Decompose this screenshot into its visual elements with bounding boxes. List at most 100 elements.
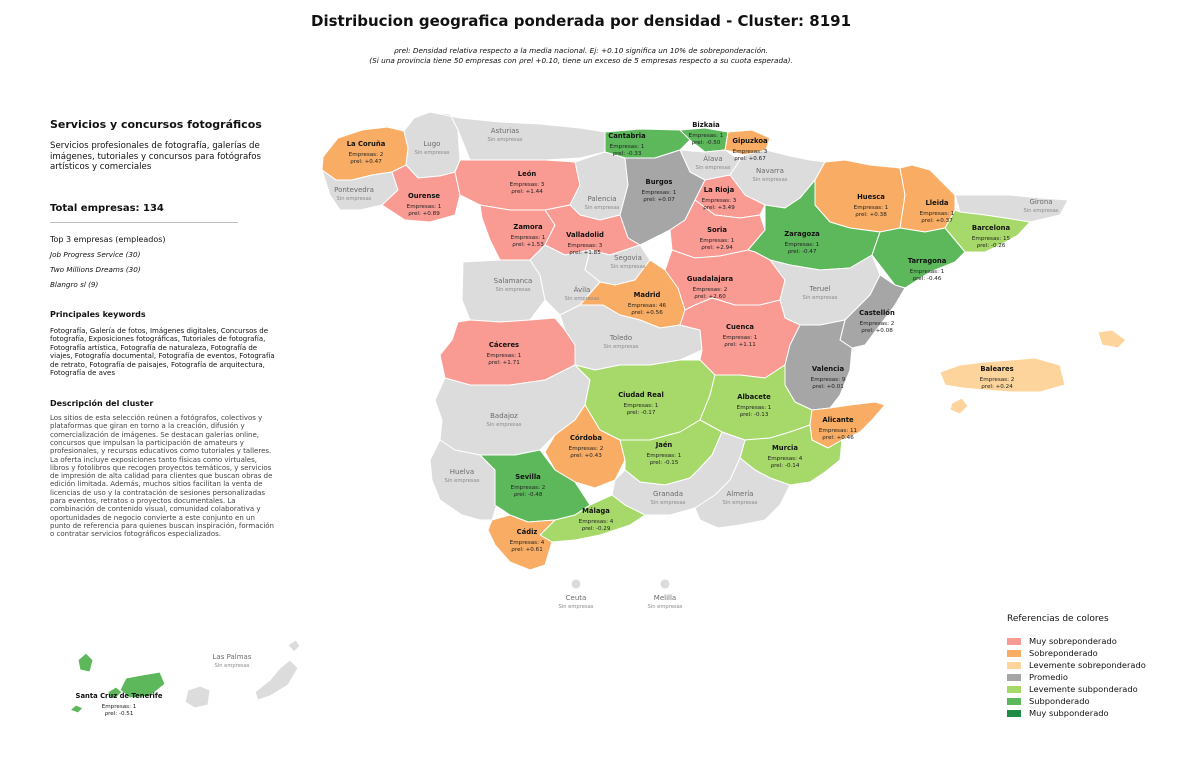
cantabria-count: Empresas: 1 [610, 144, 645, 150]
pontevedra-note: Sin empresas [336, 196, 371, 202]
granada-note: Sin empresas [650, 500, 685, 506]
legend-item: Sobreponderado [1007, 647, 1187, 659]
tarragona-count: Empresas: 1 [910, 269, 945, 275]
huesca-rho: ρrel: +0.38 [855, 212, 887, 218]
legend-item: Promedio [1007, 671, 1187, 683]
lleida-label: Lleida [925, 199, 948, 207]
jaen-label: Jaén [655, 441, 673, 449]
legend-swatch-sobre [1007, 649, 1021, 657]
legend-swatch-muy-sub [1007, 709, 1021, 717]
total-companies: Total empresas: 134 [50, 202, 164, 214]
tarragona-rho: ρrel: -0.46 [913, 276, 942, 282]
murcia-rho: ρrel: -0.14 [771, 463, 800, 469]
keywords-label: Principales keywords [50, 309, 146, 319]
valencia-label: Valencia [812, 365, 845, 373]
gipuzkoa-rho: ρrel: +0.67 [734, 156, 766, 162]
baleares-count: Empresas: 2 [980, 377, 1015, 383]
las-palmas-note: Sin empresas [214, 663, 249, 669]
ourense-rho: ρrel: +0.89 [408, 211, 440, 217]
segovia-label: Segovia [614, 254, 642, 262]
province-baleares [939, 357, 1066, 393]
keywords-text: Fotografía, Galería de fotos, Imágenes d… [50, 326, 275, 378]
soria-count: Empresas: 1 [700, 238, 735, 244]
teruel-note: Sin empresas [802, 295, 837, 301]
legend-item: Muy subponderado [1007, 707, 1187, 719]
top-company-2: Two Millions Dreams (30) [50, 264, 141, 274]
malaga-count: Empresas: 4 [579, 519, 614, 525]
province-melilla [660, 579, 670, 589]
cantabria-label: Cantabria [608, 132, 646, 140]
santa-cruz-de-tenerife-count: Empresas: 1 [102, 704, 137, 710]
top3-label: Top 3 empresas (empleados) [50, 234, 166, 244]
legend-item: Levemente subponderado [1007, 683, 1187, 695]
valladolid-rho: ρrel: +1.85 [569, 250, 601, 256]
guadalajara-rho: ρrel: +2.60 [694, 294, 726, 300]
ceuta-label: Ceuta [566, 594, 587, 602]
zamora-count: Empresas: 1 [511, 235, 546, 241]
province-regions [69, 111, 1127, 714]
cadiz-count: Empresas: 4 [510, 540, 545, 546]
alava-note: Sin empresas [695, 165, 730, 171]
legend-label: Promedio [1029, 672, 1068, 682]
madrid-count: Empresas: 46 [628, 303, 667, 309]
top-company-3: Blangro sl (9) [50, 279, 99, 289]
legend-label: Muy sobreponderado [1029, 636, 1117, 646]
cordoba-label: Córdoba [570, 434, 602, 442]
zaragoza-label: Zaragoza [784, 230, 820, 238]
santa-cruz-de-tenerife-label: Santa Cruz de Tenerife [76, 692, 163, 700]
ciudad-real-label: Ciudad Real [618, 391, 664, 399]
huelva-note: Sin empresas [444, 478, 479, 484]
navarra-note: Sin empresas [752, 177, 787, 183]
ciudad-real-count: Empresas: 1 [624, 403, 659, 409]
leon-count: Empresas: 3 [510, 182, 545, 188]
melilla-note: Sin empresas [647, 604, 682, 610]
color-legend: Referencias de colores Muy sobreponderad… [1007, 614, 1187, 719]
legend-title: Referencias de colores [1007, 614, 1109, 624]
cuenca-count: Empresas: 1 [723, 335, 758, 341]
albacete-count: Empresas: 1 [737, 405, 772, 411]
segovia-note: Sin empresas [610, 264, 645, 270]
valencia-rho: ρrel: +0.01 [812, 384, 844, 390]
province-salamanca [461, 259, 546, 323]
soria-label: Soria [707, 226, 727, 234]
province-ceuta [571, 579, 581, 589]
legend-item: Subponderado [1007, 695, 1187, 707]
lugo-note: Sin empresas [414, 150, 449, 156]
cadiz-rho: ρrel: +0.61 [511, 547, 543, 553]
cordoba-rho: ρrel: +0.43 [570, 453, 602, 459]
cantabria-rho: ρrel: -0.33 [613, 151, 642, 157]
ciudad-real-rho: ρrel: -0.17 [627, 410, 656, 416]
asturias-note: Sin empresas [487, 137, 522, 143]
la-rioja-label: La Rioja [704, 186, 735, 194]
legend-swatch-promedio [1007, 673, 1021, 681]
badajoz-note: Sin empresas [486, 422, 521, 428]
province-santa-cruz-de-tenerife-island [107, 686, 123, 699]
alicante-count: Empresas: 11 [819, 428, 858, 434]
la-rioja-count: Empresas: 3 [702, 198, 737, 204]
barcelona-count: Empresas: 15 [972, 236, 1011, 242]
caceres-rho: ρrel: +1.71 [488, 360, 520, 366]
girona-note: Sin empresas [1023, 208, 1058, 214]
avila-note: Sin empresas [564, 296, 599, 302]
palencia-label: Palencia [588, 195, 617, 203]
murcia-label: Murcia [772, 444, 798, 452]
caceres-count: Empresas: 1 [487, 353, 522, 359]
huesca-count: Empresas: 1 [854, 205, 889, 211]
map-title: Distribucion geografica ponderada por de… [311, 12, 851, 30]
avila-label: Ávila [574, 285, 591, 294]
huesca-label: Huesca [857, 193, 885, 201]
cluster-summary: Servicios profesionales de fotografía, g… [50, 141, 262, 172]
province-ourense [381, 164, 461, 223]
legend-label: Muy subponderado [1029, 708, 1109, 718]
cuenca-label: Cuenca [726, 323, 754, 331]
alicante-rho: ρrel: +0.46 [822, 435, 854, 441]
legend-swatch-sub [1007, 697, 1021, 705]
description-text: Los sitios de esta selección reúnen a fo… [50, 414, 274, 539]
pontevedra-label: Pontevedra [334, 186, 374, 194]
cluster-name: Servicios y concursos fotográficos [50, 118, 262, 131]
girona-label: Girona [1029, 198, 1052, 206]
castellon-rho: ρrel: +0.08 [861, 328, 893, 334]
palencia-note: Sin empresas [584, 205, 619, 211]
